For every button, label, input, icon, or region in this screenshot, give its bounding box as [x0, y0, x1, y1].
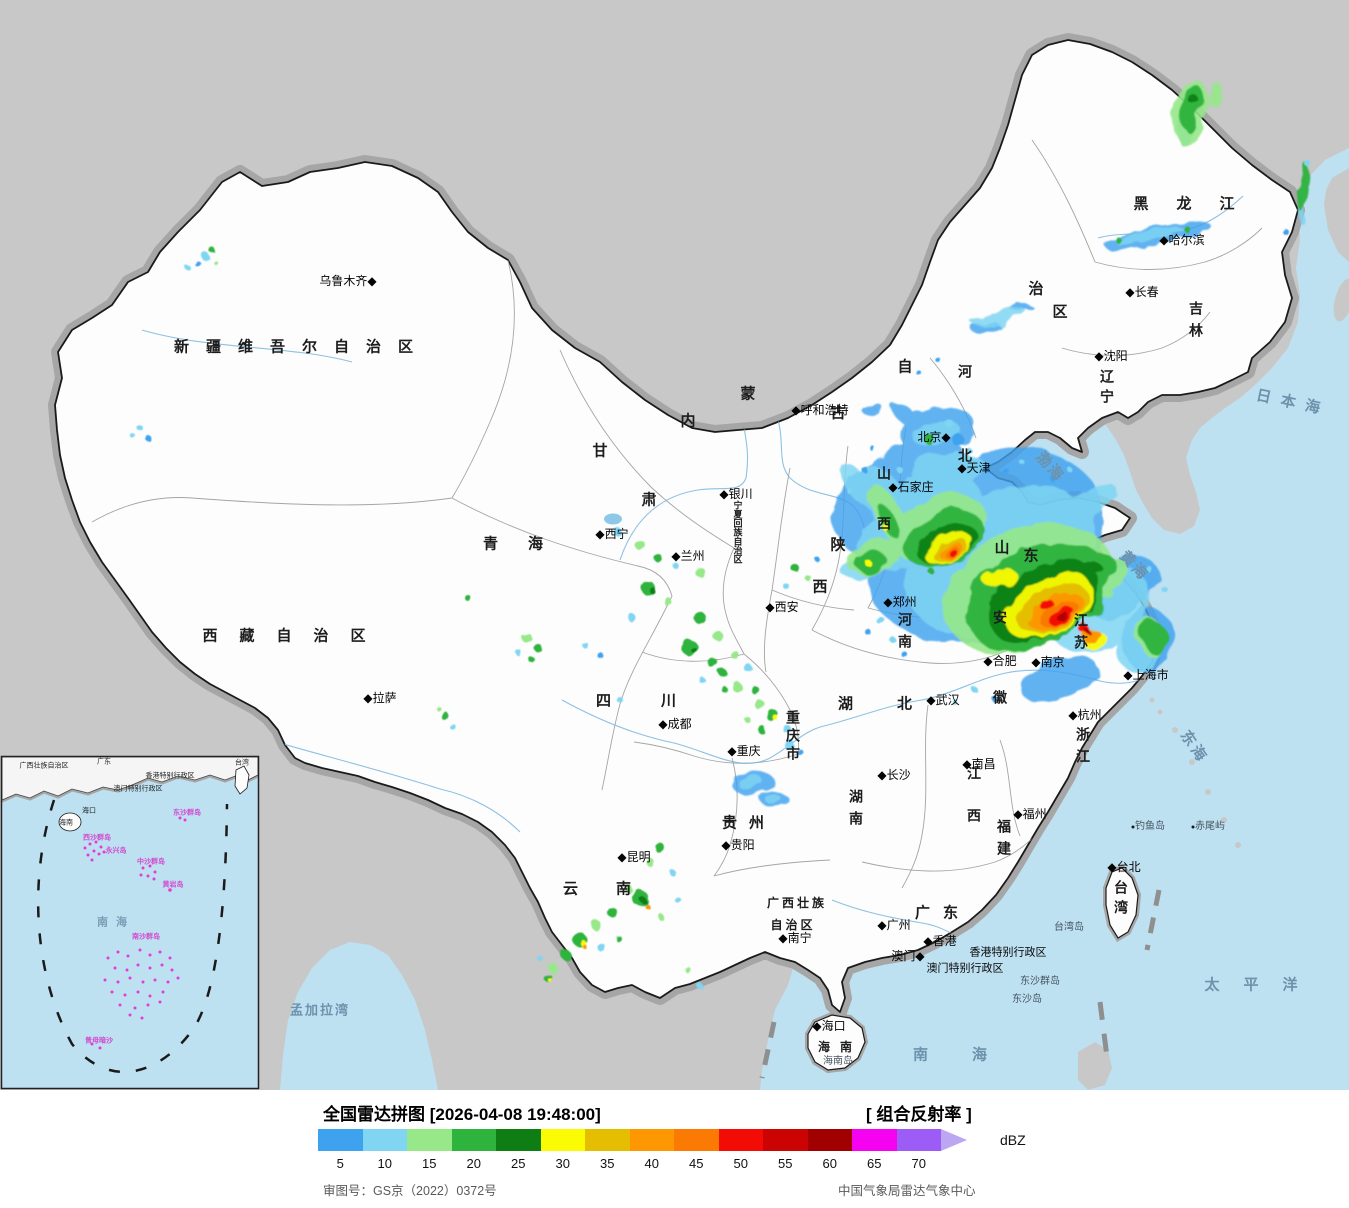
legend-panel: 全国雷达拼图 [2026-04-08 19:48:00] [ 组合反射率 ] 5… [0, 1090, 1349, 1208]
legend-scale: 5 10 15 20 25 30 35 40 45 50 55 60 65 70 [318, 1129, 941, 1171]
inset-border [0, 755, 260, 1090]
radar-speckles [130, 160, 1310, 989]
legend-swatch [718, 1129, 763, 1151]
legend-swatch [451, 1129, 496, 1151]
legend-swatch [362, 1129, 407, 1151]
legend-tick-label: 35 [600, 1156, 615, 1171]
legend-level: 45 [674, 1129, 719, 1171]
qinghai-lake [604, 513, 622, 525]
map-approval-number: 审图号：GS京（2022）0372号 [323, 1184, 497, 1198]
taiwan-island [1103, 864, 1142, 943]
foreign-islands [1078, 168, 1349, 1090]
legend-swatch [763, 1129, 808, 1151]
inset-island-dots [83, 816, 187, 1050]
legend-level: 5 [318, 1129, 363, 1171]
legend-tick-label: 20 [466, 1156, 481, 1171]
legend-level: 40 [629, 1129, 674, 1171]
legend-tick-label: 15 [422, 1156, 437, 1171]
radar-echo-layer [130, 78, 1310, 989]
legend-tick-label: 10 [377, 1156, 392, 1171]
legend-level: 35 [585, 1129, 630, 1171]
south-china-sea-inset [1, 756, 259, 1089]
legend-level: 10 [362, 1129, 407, 1171]
legend-tick-label: 40 [644, 1156, 659, 1171]
legend-swatch [807, 1129, 852, 1151]
legend-tick-label: 5 [336, 1156, 344, 1171]
legend-tick-label: 45 [689, 1156, 704, 1171]
legend-title: 全国雷达拼图 [2026-04-08 19:48:00] [323, 1105, 601, 1124]
legend-swatch [540, 1129, 585, 1151]
legend-level: 70 [896, 1129, 941, 1171]
legend-level: 15 [407, 1129, 452, 1171]
legend-swatch [496, 1129, 541, 1151]
agency-credit: 中国气象局雷达气象中心 [838, 1184, 976, 1198]
legend-swatch [585, 1129, 630, 1151]
legend-level: 60 [807, 1129, 852, 1171]
legend-tick-label: 25 [511, 1156, 526, 1171]
legend-level: 20 [451, 1129, 496, 1171]
legend-level: 25 [496, 1129, 541, 1171]
legend-tick-label: 65 [867, 1156, 882, 1171]
legend-arrow [941, 1129, 967, 1151]
legend-swatch [852, 1129, 897, 1151]
legend-swatch [896, 1129, 941, 1151]
legend-swatch [629, 1129, 674, 1151]
map-area: 新疆维吾尔自治区 西藏自治区 青海甘肃四川 云南 贵州 重庆市内蒙古自治区宁夏回族自治区陕… [0, 0, 1349, 1090]
legend-unit: dBZ [1000, 1132, 1026, 1148]
legend-swatch [674, 1129, 719, 1151]
legend-tick-label: 70 [911, 1156, 926, 1171]
legend-product-name: [ 组合反射率 ] [866, 1105, 972, 1124]
legend-tick-label: 60 [822, 1156, 837, 1171]
nine-dash-line [759, 889, 1162, 1079]
legend-tick-label: 55 [778, 1156, 793, 1171]
legend-level: 30 [540, 1129, 585, 1171]
china-map-svg [0, 0, 1349, 1090]
legend-level: 65 [852, 1129, 897, 1171]
diaoyu-island-dots [1131, 825, 1195, 829]
legend-swatch [318, 1129, 363, 1151]
hainan-island [805, 1011, 869, 1074]
legend-swatch [407, 1129, 452, 1151]
legend-tick-label: 50 [733, 1156, 748, 1171]
legend-level: 55 [763, 1129, 808, 1171]
legend-tick-label: 30 [555, 1156, 570, 1171]
legend-level: 50 [718, 1129, 763, 1171]
